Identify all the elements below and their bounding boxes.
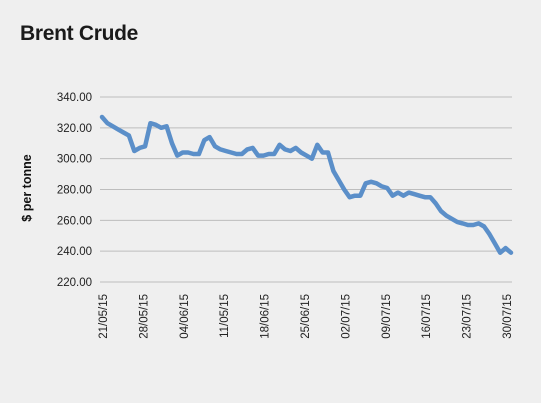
x-tick-label: 04/06/15 [179, 294, 191, 339]
x-tick-label: 16/07/15 [421, 294, 433, 339]
x-tick-label: 21/05/15 [98, 294, 110, 339]
y-tick-label: 300.00 [57, 154, 92, 166]
x-tick-label: 18/06/15 [260, 294, 272, 339]
y-axis-label: $ per tonne [20, 154, 34, 221]
x-tick-label: 28/05/15 [138, 294, 150, 339]
y-tick-label: 260.00 [57, 215, 92, 227]
series-group [99, 114, 514, 255]
y-tick-label: 280.00 [57, 185, 92, 197]
x-tick-label: 25/06/15 [300, 294, 312, 339]
x-tick-label: 11/05/15 [219, 294, 231, 338]
x-tick-labels: 21/05/15 28/05/15 04/06/15 11/05/15 18/06/15… [98, 294, 514, 339]
y-tick-label: 320.00 [57, 123, 92, 135]
y-tick-labels: 340.00 320.00 300.00 280.00 260.00 240.00 220.… [57, 92, 92, 289]
y-tick-label: 220.00 [57, 277, 92, 289]
x-tick-label: 02/07/15 [340, 294, 352, 339]
y-tick-label: 340.00 [57, 92, 92, 104]
y-tick-label: 240.00 [57, 246, 92, 258]
x-tick-label: 23/07/15 [462, 294, 474, 339]
grid-lines [100, 96, 512, 283]
x-tick-label: 09/07/15 [381, 294, 393, 339]
x-tick-label: 30/07/15 [502, 294, 514, 339]
chart-title: Brent Crude [20, 22, 139, 45]
series-line [99, 114, 514, 255]
